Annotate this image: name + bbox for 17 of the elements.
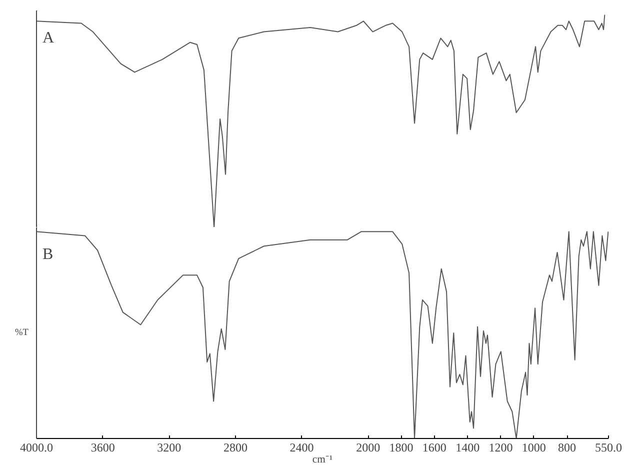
annotation: A bbox=[42, 30, 54, 47]
x-tick-label: 1200 bbox=[488, 440, 513, 454]
x-tick-label: 3200 bbox=[157, 440, 182, 454]
x-tick-label: 550.0 bbox=[595, 440, 622, 454]
x-tick-label: 1600 bbox=[422, 440, 446, 454]
x-axis-title: cm⁻¹ bbox=[312, 454, 333, 466]
x-tick-label: 4000.0 bbox=[20, 440, 53, 454]
y-axis-title: %T bbox=[15, 328, 29, 338]
x-tick-label: 3600 bbox=[90, 440, 115, 454]
x-tick-label: 1400 bbox=[456, 440, 480, 454]
x-tick-label: 1800 bbox=[389, 440, 414, 454]
x-tick-label: 1000 bbox=[522, 440, 546, 454]
x-tick-label: 2400 bbox=[290, 440, 314, 454]
x-tick-label: 2800 bbox=[223, 440, 248, 454]
x-tick-label: 2000 bbox=[356, 440, 380, 454]
annotation: B bbox=[42, 246, 54, 264]
x-tick-label: 800 bbox=[558, 440, 576, 454]
